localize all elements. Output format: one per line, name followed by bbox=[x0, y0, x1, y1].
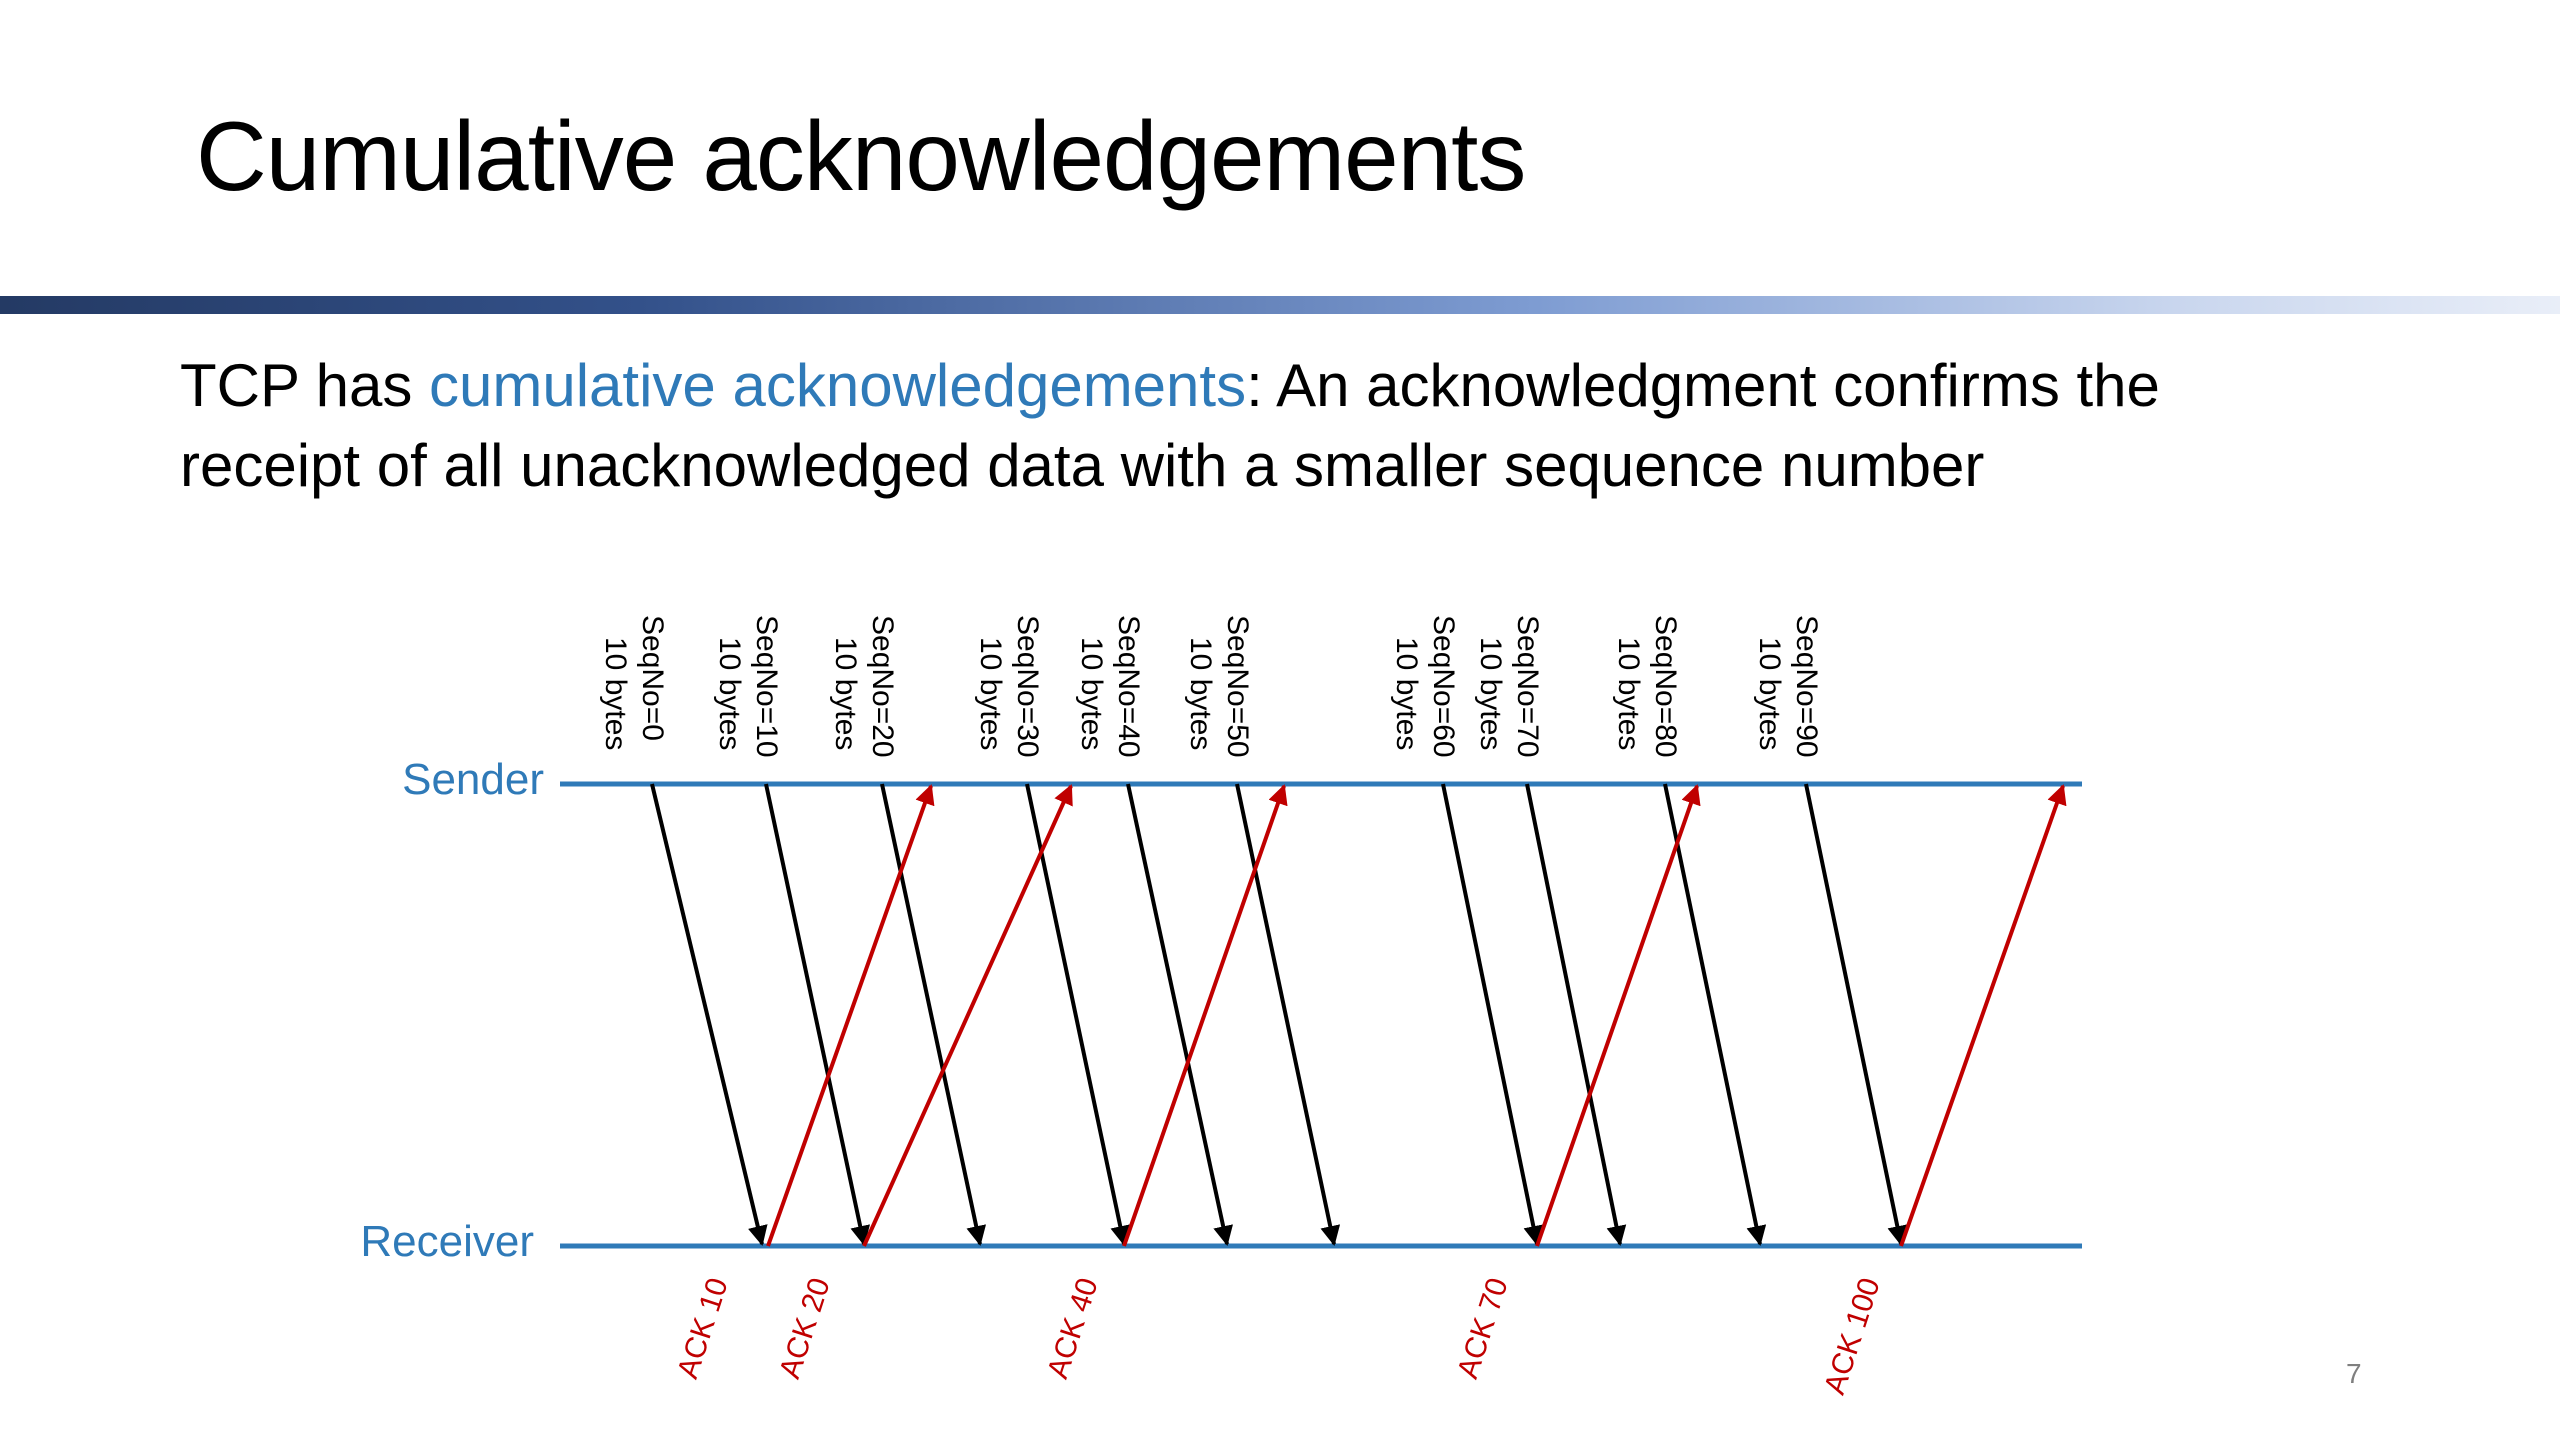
ack-label: ACK 100 bbox=[1818, 1274, 1886, 1398]
segment-size-label: 10 bytes bbox=[713, 637, 746, 750]
segment-arrow bbox=[1126, 783, 1233, 1246]
segment-seq-label: SeqNo=40 bbox=[1112, 615, 1145, 758]
segment-arrow bbox=[1235, 783, 1341, 1246]
segment-arrow bbox=[1525, 783, 1627, 1246]
slide-title: Cumulative acknowledgements bbox=[196, 101, 1526, 211]
ack-arrow bbox=[1899, 784, 2067, 1247]
segment-arrow bbox=[1804, 783, 1908, 1246]
segment-size-label: 10 bytes bbox=[1753, 637, 1786, 750]
segment-seq-label: SeqNo=10 bbox=[750, 615, 783, 758]
segment-size-label: 10 bytes bbox=[599, 637, 632, 750]
segment-arrow bbox=[1441, 783, 1544, 1246]
ack-arrow bbox=[1122, 784, 1288, 1247]
page-number: 7 bbox=[2346, 1358, 2362, 1389]
segment-size-label: 10 bytes bbox=[1390, 637, 1423, 750]
segment-seq-label: SeqNo=90 bbox=[1790, 615, 1823, 758]
body-highlight: cumulative acknowledgements bbox=[429, 352, 1247, 419]
segment-size-label: 10 bytes bbox=[1075, 637, 1108, 750]
ack-labels: ACK 10 ACK 20 ACK 40 ACK 70 ACK 100 bbox=[671, 1274, 1886, 1398]
segment-seq-label: SeqNo=30 bbox=[1011, 615, 1044, 758]
ack-label: ACK 40 bbox=[1041, 1274, 1104, 1383]
ack-arrow bbox=[862, 784, 1073, 1247]
body-line1-rest: : An acknowledgment confirms the bbox=[1246, 352, 2160, 419]
segment-size-label: 10 bytes bbox=[1612, 637, 1645, 750]
segment-size-label: 10 bytes bbox=[1474, 637, 1507, 750]
segment-seq-label: SeqNo=70 bbox=[1511, 615, 1544, 758]
segment-size-label: 10 bytes bbox=[829, 637, 862, 750]
segment-arrow bbox=[880, 783, 987, 1246]
segment-arrow bbox=[1025, 783, 1131, 1246]
segment-seq-label: SeqNo=50 bbox=[1221, 615, 1254, 758]
ack-label: ACK 10 bbox=[671, 1274, 734, 1383]
segment-seq-label: SeqNo=80 bbox=[1649, 615, 1682, 758]
segment-arrow bbox=[1663, 783, 1767, 1246]
segment-arrow bbox=[764, 783, 871, 1246]
receiver-label: Receiver bbox=[360, 1217, 534, 1266]
ack-arrow bbox=[1535, 784, 1701, 1247]
segment-size-label: 10 bytes bbox=[974, 637, 1007, 750]
body-prefix: TCP has bbox=[180, 352, 429, 419]
sender-label: Sender bbox=[402, 755, 544, 804]
title-divider bbox=[0, 296, 2560, 314]
ack-label: ACK 70 bbox=[1451, 1274, 1514, 1383]
segment-seq-label: SeqNo=0 bbox=[636, 615, 669, 741]
segment-seq-label: SeqNo=20 bbox=[866, 615, 899, 758]
body-line2: receipt of all unacknowledged data with … bbox=[180, 432, 1985, 499]
body-text: TCP has cumulative acknowledgements: An … bbox=[180, 346, 2480, 506]
ack-arrow bbox=[766, 784, 935, 1247]
ack-label: ACK 20 bbox=[773, 1274, 836, 1383]
segment-arrows bbox=[650, 783, 1908, 1246]
segment-size-label: 10 bytes bbox=[1184, 637, 1217, 750]
segment-seq-label: SeqNo=60 bbox=[1427, 615, 1460, 758]
segment-arrow bbox=[650, 783, 768, 1246]
ack-arrows bbox=[766, 784, 2067, 1247]
